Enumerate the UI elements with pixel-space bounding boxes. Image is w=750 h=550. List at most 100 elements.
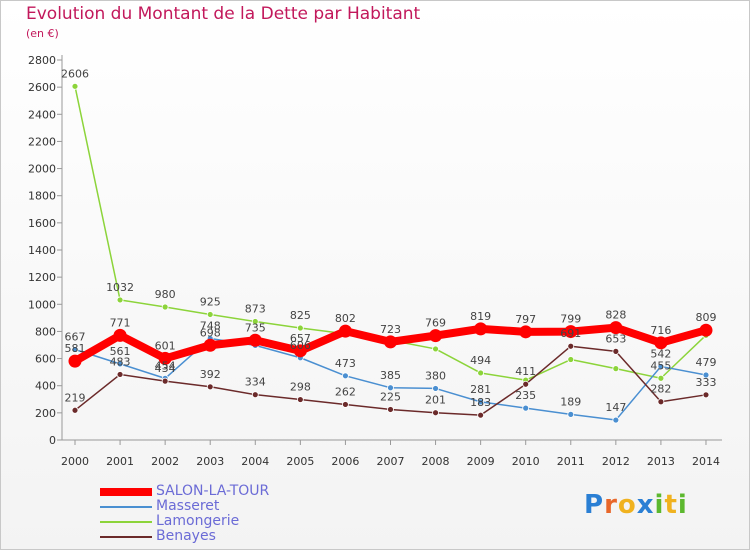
x-tick-label: 2008: [422, 455, 450, 468]
data-label: 735: [245, 321, 266, 334]
data-label: 281: [470, 383, 491, 396]
data-label: 1032: [106, 281, 134, 294]
y-tick-label: 200: [35, 407, 56, 420]
x-tick-label: 2004: [241, 455, 269, 468]
data-point: [474, 322, 488, 336]
legend-swatch: [100, 520, 152, 523]
data-label: 380: [425, 369, 446, 382]
data-point: [296, 396, 304, 403]
data-point: [522, 380, 530, 388]
data-label: 189: [560, 395, 581, 408]
data-label: 809: [695, 311, 716, 324]
x-tick-label: 2013: [647, 455, 675, 468]
data-label: 334: [245, 376, 266, 389]
data-label: 802: [335, 312, 356, 325]
data-point: [71, 406, 79, 414]
data-label: 262: [335, 385, 356, 398]
legend-label: Masseret: [156, 498, 220, 514]
y-tick-label: 2000: [28, 163, 56, 176]
chart-unit-label: (en €): [26, 27, 59, 40]
data-point: [161, 377, 169, 385]
data-point: [116, 360, 124, 368]
data-label: 201: [425, 394, 446, 407]
data-point: [161, 303, 169, 311]
y-tick-label: 2400: [28, 108, 56, 121]
data-label: 606: [290, 339, 311, 352]
legend-swatch: [100, 487, 152, 496]
data-point: [657, 363, 665, 370]
data-label: 980: [155, 288, 176, 301]
data-point: [71, 82, 79, 90]
data-label: 769: [425, 317, 446, 330]
data-point: [567, 410, 575, 418]
data-point: [432, 409, 439, 417]
x-tick-label: 2006: [331, 455, 359, 468]
data-point: [432, 345, 439, 353]
data-point: [113, 328, 127, 342]
data-point: [612, 365, 620, 373]
legend-label: Benayes: [156, 528, 216, 544]
data-label: 691: [560, 327, 581, 340]
data-point: [116, 296, 124, 304]
data-label: 183: [470, 396, 491, 409]
data-point: [699, 323, 713, 337]
data-point: [702, 371, 710, 379]
data-point: [609, 321, 623, 335]
x-tick-label: 2009: [467, 455, 495, 468]
legend-item: SALON-LA-TOUR: [100, 484, 269, 499]
data-label: 411: [515, 365, 536, 378]
y-tick-label: 2800: [28, 54, 56, 67]
data-label: 797: [515, 313, 536, 326]
data-label: 716: [650, 324, 671, 337]
legend-label: SALON-LA-TOUR: [156, 483, 270, 499]
data-label: 2606: [61, 67, 89, 80]
data-point: [702, 391, 710, 399]
data-label: 147: [605, 401, 626, 414]
data-label: 828: [605, 309, 626, 322]
x-tick-label: 2003: [196, 455, 224, 468]
x-tick-label: 2001: [106, 455, 134, 468]
data-label: 385: [380, 369, 401, 382]
data-point: [477, 411, 485, 419]
data-label: 235: [515, 389, 536, 402]
data-point: [383, 335, 397, 349]
legend-swatch: [100, 535, 152, 538]
data-point: [206, 383, 214, 391]
data-label: 542: [650, 347, 671, 360]
data-point: [68, 354, 82, 368]
data-label: 925: [200, 295, 221, 308]
data-point: [387, 384, 394, 392]
data-point: [342, 372, 349, 380]
data-label: 799: [560, 313, 581, 326]
data-label: 483: [110, 355, 131, 368]
x-tick-label: 2014: [692, 455, 720, 468]
data-point: [293, 344, 307, 358]
data-point: [564, 325, 578, 339]
data-label: 873: [245, 303, 266, 316]
data-label: 298: [290, 381, 311, 394]
data-point: [432, 385, 439, 392]
x-tick-label: 2002: [151, 455, 179, 468]
data-point: [296, 324, 304, 332]
data-label: 825: [290, 309, 311, 322]
data-point: [657, 374, 665, 382]
data-label: 282: [650, 383, 671, 396]
data-label: 561: [110, 345, 131, 358]
data-point: [567, 342, 575, 350]
data-point: [477, 398, 485, 406]
data-label: 657: [290, 332, 311, 345]
data-point: [342, 401, 349, 408]
data-point: [338, 324, 352, 338]
data-label: 455: [650, 359, 671, 372]
data-point: [203, 338, 217, 352]
data-label: 479: [695, 356, 716, 369]
x-tick-label: 2005: [286, 455, 314, 468]
data-point: [158, 351, 172, 365]
y-tick-label: 2600: [28, 81, 56, 94]
y-tick-label: 1200: [28, 271, 56, 284]
legend-item: Lamongerie: [100, 514, 269, 529]
data-label: 667: [65, 330, 86, 343]
data-point: [612, 347, 620, 355]
data-label: 454: [155, 359, 176, 372]
